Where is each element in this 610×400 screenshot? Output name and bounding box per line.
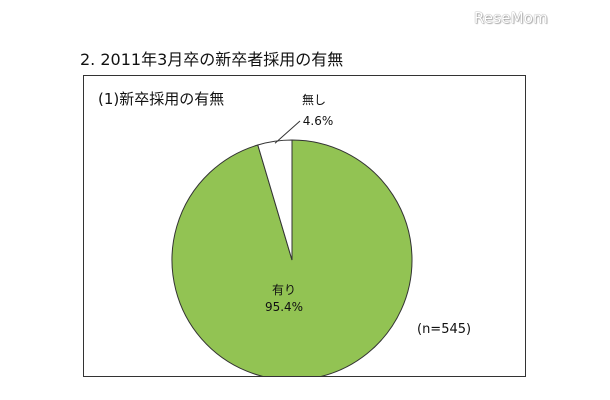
slice-label-no-name: 無し [302, 92, 326, 107]
resemom-watermark: ReseMom [473, 9, 548, 27]
slice-label-no-value: 4.6% [303, 114, 334, 128]
slice-leader-line [274, 120, 301, 144]
chart-title: (1)新卒採用の有無 [98, 90, 225, 108]
section-title: 2. 2011年3月卒の新卒者採用の有無 [80, 50, 344, 69]
pie-chart: 有り 95.4% 無し 4.6% [171, 92, 413, 376]
slice-label-yes-name: 有り [272, 283, 296, 297]
chart-frame: (1)新卒採用の有無 有り 95.4% 無し 4.6% (n=545) [83, 75, 526, 377]
slice-label-yes-value: 95.4% [265, 300, 303, 314]
sample-size-note: (n=545) [417, 322, 472, 337]
pie-slice-yes [171, 139, 413, 376]
pie-slice-no [257, 139, 293, 261]
